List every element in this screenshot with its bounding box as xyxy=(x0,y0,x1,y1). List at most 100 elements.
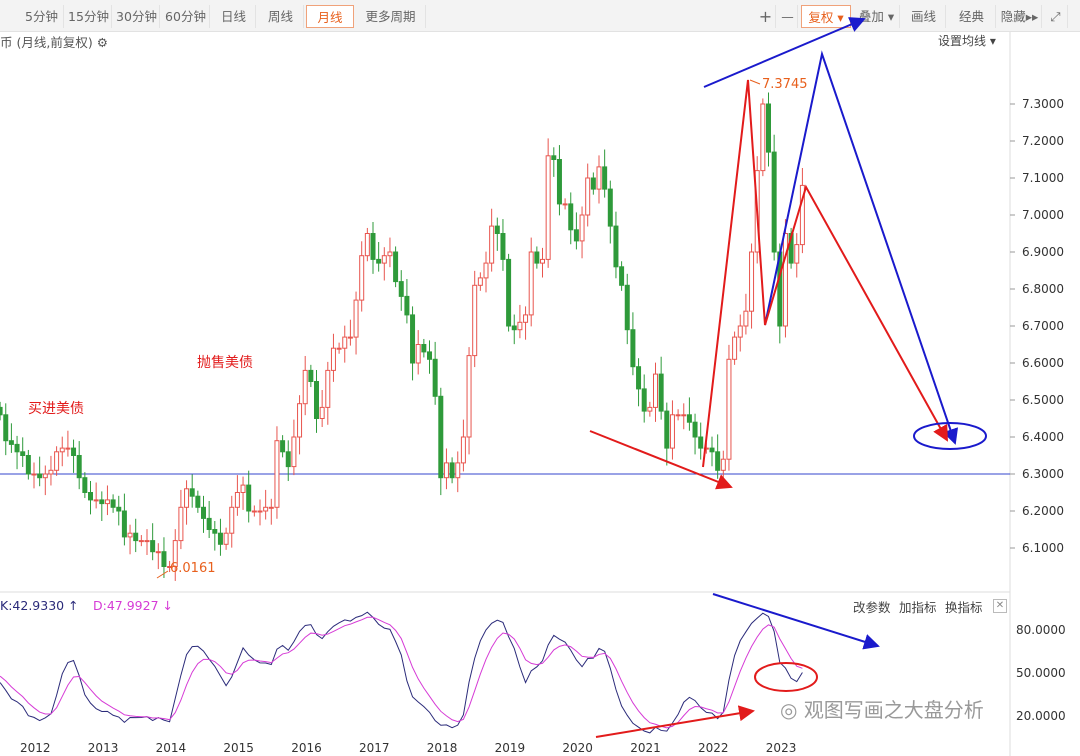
candle-body xyxy=(556,159,562,205)
candle-body xyxy=(88,492,93,501)
candle-body xyxy=(65,447,71,450)
candle-body xyxy=(506,258,512,327)
period-tab-3[interactable]: 60分钟 xyxy=(162,5,210,28)
candle-body xyxy=(48,469,54,475)
candle-body xyxy=(732,336,738,360)
x-tick-label: 2014 xyxy=(156,741,187,755)
add-indicator-button[interactable]: 加指标 xyxy=(899,600,937,615)
watermark: ◎ 观图写画之大盘分析 xyxy=(780,698,984,722)
candle-body xyxy=(483,262,489,279)
candle-body xyxy=(167,566,173,568)
candle-body xyxy=(686,414,692,423)
candle-body xyxy=(545,155,551,260)
candle-body xyxy=(477,277,483,286)
candle-body xyxy=(37,473,43,479)
candle-body xyxy=(630,329,636,368)
x-tick-label: 2019 xyxy=(495,741,526,755)
period-tab-7[interactable]: 更多周期 xyxy=(356,5,426,28)
x-tick-label: 2015 xyxy=(223,741,254,755)
kdj-red-arrow xyxy=(595,705,755,738)
change-params-button[interactable]: 改参数 xyxy=(853,600,891,615)
period-tab-4[interactable]: 日线 xyxy=(212,5,256,28)
candle-body xyxy=(647,406,653,412)
kdj-tick-label: 80.0000 xyxy=(1016,623,1066,637)
candle-body xyxy=(93,499,99,502)
candle-body xyxy=(415,344,421,364)
candle-body xyxy=(438,395,444,479)
low-label: 6.0161 xyxy=(170,561,216,576)
candle-body xyxy=(381,255,387,264)
candle-body xyxy=(404,295,410,316)
candle-body xyxy=(540,258,545,264)
period-tab-6[interactable]: 月线 xyxy=(306,5,354,28)
candle-body xyxy=(99,499,105,505)
zoom-out-button[interactable]: — xyxy=(778,5,798,28)
y-tick-label: 6.9000 xyxy=(1022,245,1064,259)
candle-body xyxy=(523,314,529,323)
candle-body xyxy=(421,344,427,353)
candle-body xyxy=(681,414,687,417)
x-tick-label: 2016 xyxy=(291,741,322,755)
candle-body xyxy=(268,506,274,509)
candle-body xyxy=(398,281,404,297)
candle-body xyxy=(675,414,681,417)
candle-body xyxy=(760,103,766,172)
d-line xyxy=(0,616,803,729)
hide-button[interactable]: 隐藏▸▸ xyxy=(998,5,1042,28)
candle-body xyxy=(602,166,608,190)
candle-body xyxy=(319,406,325,419)
candle-body xyxy=(144,540,150,543)
candle-body xyxy=(342,336,348,349)
candle-body xyxy=(76,455,82,479)
x-tick-label: 2020 xyxy=(562,741,593,755)
ma-setting-dropdown[interactable]: 设置均线 ▾ xyxy=(938,34,996,48)
subtitle-text: 币 (月线,前复权) xyxy=(0,35,93,50)
toolbar: 5分钟 15分钟 30分钟 60分钟 日线 周线 月线 更多周期 + — 复权 ▾ 叠加 ▾ … xyxy=(0,0,1080,32)
y-tick-label: 7.2000 xyxy=(1022,134,1064,148)
candle-body xyxy=(585,177,591,216)
period-tab-2[interactable]: 30分钟 xyxy=(114,5,160,28)
candle-body xyxy=(799,184,805,246)
candle-body xyxy=(127,532,133,538)
candle-body xyxy=(0,406,3,416)
candle-body xyxy=(726,358,732,460)
period-tab-1[interactable]: 15分钟 xyxy=(66,5,112,28)
candle-body xyxy=(116,506,122,512)
candle-body xyxy=(788,233,794,264)
candle-body xyxy=(229,506,235,534)
x-tick-label: 2012 xyxy=(20,741,51,755)
candle-body xyxy=(562,203,568,206)
x-tick-label: 2017 xyxy=(359,741,390,755)
period-tab-5[interactable]: 周线 xyxy=(258,5,304,28)
draw-button[interactable]: 画线 xyxy=(902,5,946,28)
candle-body xyxy=(653,373,658,408)
switch-indicator-button[interactable]: 换指标 xyxy=(945,600,983,615)
candle-body xyxy=(178,506,184,542)
d-value: D:47.9927 ↓ xyxy=(93,598,173,613)
candle-body xyxy=(534,251,540,264)
close-indicator-icon[interactable]: ✕ xyxy=(993,599,1007,613)
candle-body xyxy=(234,492,240,508)
candle-body xyxy=(150,540,156,553)
classic-button[interactable]: 经典 xyxy=(948,5,996,28)
candle-body xyxy=(104,499,110,505)
period-tab-0[interactable]: 5分钟 xyxy=(20,5,64,28)
y-tick-label: 6.2000 xyxy=(1022,504,1064,518)
sell-annotation: 抛售美债 xyxy=(197,355,253,371)
k-line xyxy=(0,611,803,734)
blue-path-arrow xyxy=(764,50,959,445)
candle-body xyxy=(794,244,800,264)
candle-body xyxy=(370,233,376,260)
candle-body xyxy=(82,477,88,494)
k-value: K:42.9330 ↑ xyxy=(0,598,79,613)
zoom-in-button[interactable]: + xyxy=(756,5,776,28)
fuquan-label: 复权 xyxy=(808,10,834,25)
high-pointer xyxy=(749,79,761,85)
candle-body xyxy=(749,251,755,312)
settings-gear-icon[interactable]: ⚙ xyxy=(96,35,108,50)
kdj-red-ellipse xyxy=(754,662,818,692)
fullscreen-icon[interactable]: ⤢ xyxy=(1044,5,1068,28)
fuquan-dropdown[interactable]: 复权 ▾ xyxy=(801,5,851,28)
candle-body xyxy=(669,414,675,449)
